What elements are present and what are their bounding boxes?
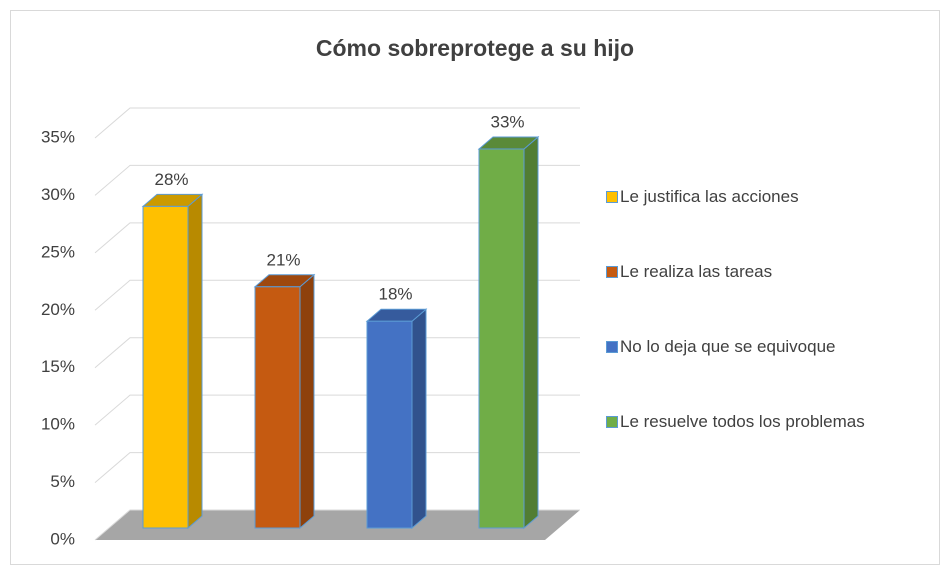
bar: [478, 148, 525, 529]
data-label: 18%: [378, 285, 412, 304]
y-tick-label: 10%: [41, 415, 75, 434]
data-label: 33%: [490, 112, 524, 131]
legend-label: No lo deja que se equivoque: [620, 337, 836, 356]
y-tick-label: 35%: [41, 127, 75, 146]
bar: [142, 205, 189, 529]
y-tick-label: 25%: [41, 242, 75, 261]
legend-label: Le justifica las acciones: [620, 187, 799, 206]
bar-side: [411, 308, 427, 530]
y-tick-label: 15%: [41, 357, 75, 376]
bar-side: [299, 273, 315, 530]
legend-label: Le realiza las tareas: [620, 262, 773, 281]
bar-side: [187, 193, 203, 530]
grid-line: [94, 222, 580, 254]
data-label: 28%: [154, 170, 188, 189]
grid-line: [94, 279, 580, 311]
y-tick-label: 0%: [50, 529, 75, 548]
legend-swatch: [606, 191, 618, 203]
legend-label: Le resuelve todos los problemas: [620, 412, 865, 431]
legend-entry: Le realiza las tareas: [606, 255, 880, 288]
bar: [366, 320, 413, 529]
floor: [95, 510, 580, 540]
y-tick-label: 30%: [41, 185, 75, 204]
legend-entry: Le resuelve todos los problemas: [606, 405, 880, 438]
grid-line: [94, 509, 580, 541]
legend-swatch: [606, 266, 618, 278]
data-label: 21%: [266, 250, 300, 269]
legend-entry: No lo deja que se equivoque: [606, 330, 880, 363]
bar: [254, 286, 301, 529]
grid-line: [94, 337, 580, 369]
legend-swatch: [606, 341, 618, 353]
grid-line: [94, 107, 580, 139]
y-tick-label: 20%: [41, 300, 75, 319]
grid-line: [94, 394, 580, 426]
grid-line: [94, 164, 580, 196]
grid-line: [94, 452, 580, 483]
y-tick-label: 5%: [50, 472, 75, 491]
chart-title: Cómo sobreprotege a su hijo: [316, 35, 634, 61]
legend: Le justifica las acciones Le realiza las …: [606, 180, 906, 480]
bar-side: [523, 135, 539, 530]
legend-entry: Le justifica las acciones: [606, 180, 880, 213]
legend-swatch: [606, 416, 618, 428]
